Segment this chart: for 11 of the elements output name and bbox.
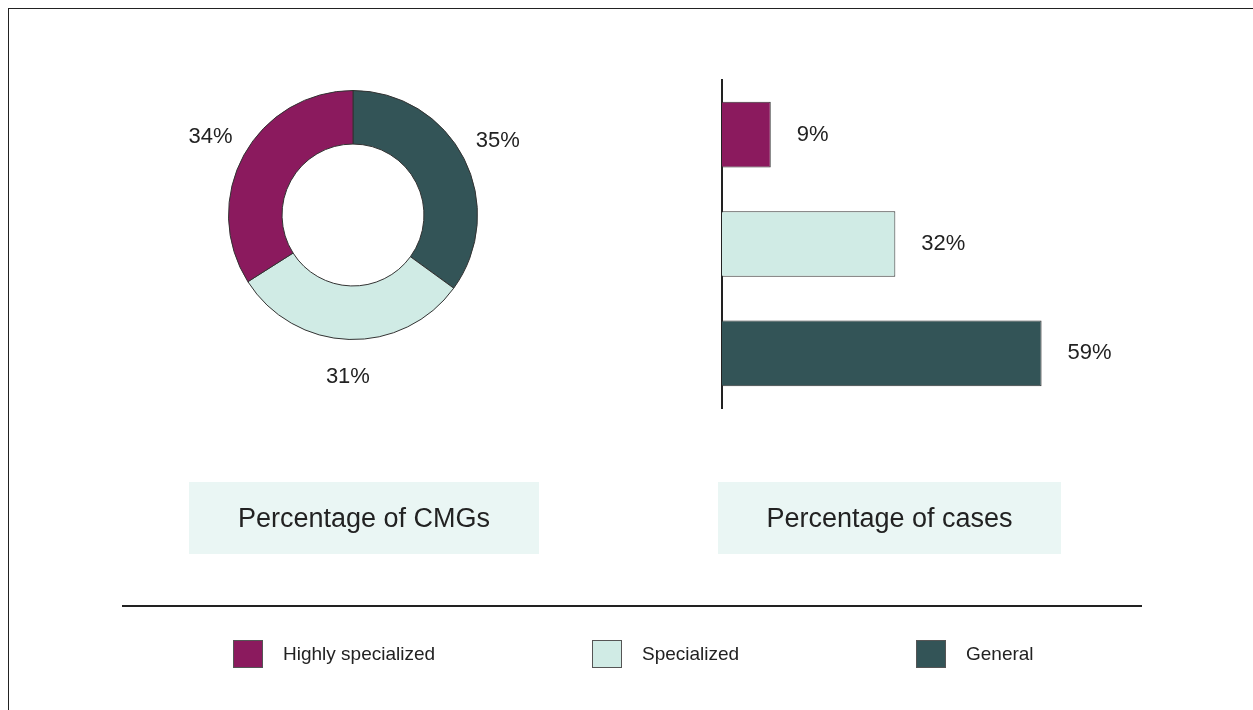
data-label: 32% bbox=[921, 230, 966, 256]
legend-label: General bbox=[966, 643, 1034, 665]
data-label: 31% bbox=[325, 363, 370, 389]
data-label: 9% bbox=[796, 120, 829, 146]
legend-label: Highly specialized bbox=[283, 643, 436, 665]
data-label: 59% bbox=[1067, 339, 1112, 365]
legend-label: Specialized bbox=[642, 643, 740, 665]
data-label: 34% bbox=[188, 122, 233, 148]
data-label: 35% bbox=[475, 127, 520, 153]
text: Percentage of cases bbox=[718, 482, 1061, 554]
text: Percentage of CMGs bbox=[189, 482, 539, 554]
